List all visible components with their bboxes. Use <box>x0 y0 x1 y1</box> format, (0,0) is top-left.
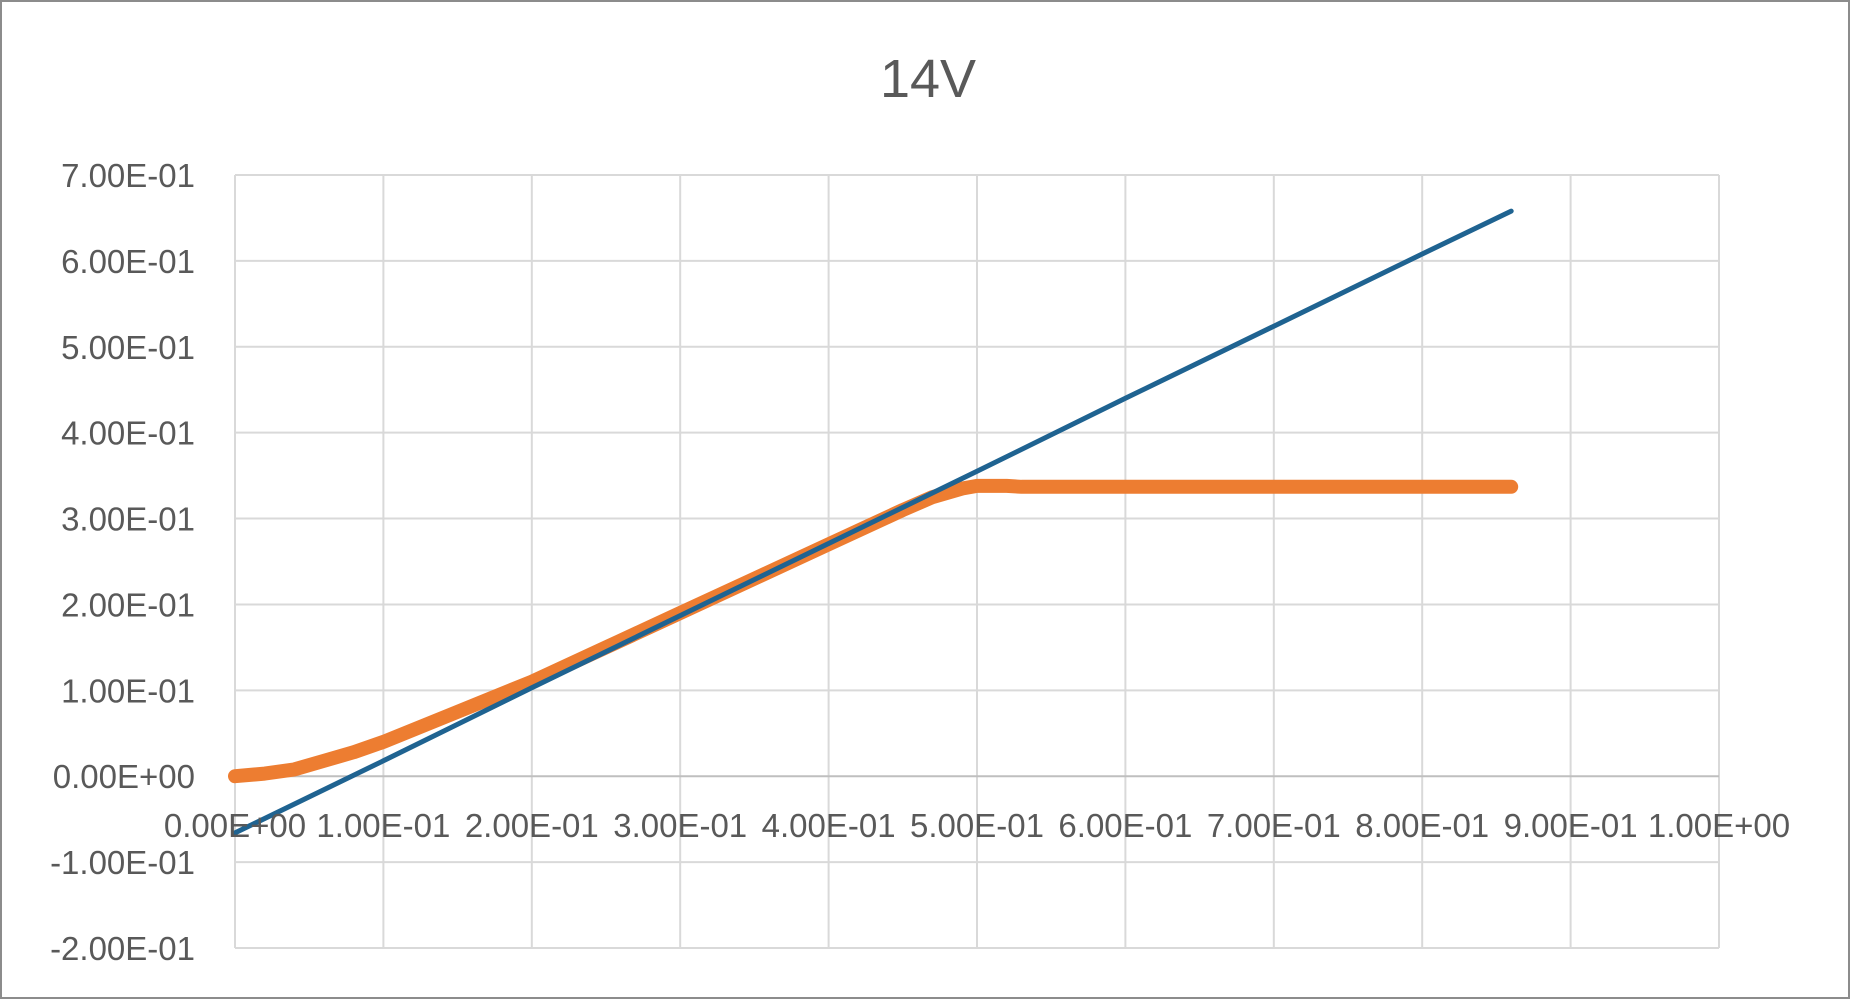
x-tick-label: 0.00E+00 <box>164 807 306 844</box>
series-line-2 <box>228 478 1519 784</box>
x-tick-label: 2.00E-01 <box>465 807 599 844</box>
chart-title: 14V <box>880 49 976 109</box>
y-tick-label: 6.00E-01 <box>61 243 195 280</box>
y-tick-labels: 7.00E-01 6.00E-01 5.00E-01 4.00E-01 3.00E-01… <box>50 157 195 967</box>
y-tick-label: 2.00E-01 <box>61 586 195 623</box>
y-tick-label: -2.00E-01 <box>50 930 195 967</box>
y-tick-label: 7.00E-01 <box>61 157 195 194</box>
series-line-1 <box>232 208 1514 836</box>
y-tick-label: -1.00E-01 <box>50 844 195 881</box>
y-tick-label: 3.00E-01 <box>61 501 195 538</box>
x-tick-label: 7.00E-01 <box>1207 807 1341 844</box>
x-tick-labels: 0.00E+00 1.00E-01 2.00E-01 3.00E-01 4.00E-01… <box>164 807 1790 844</box>
x-tick-label: 1.00E+00 <box>1648 807 1790 844</box>
y-tick-label: 0.00E+00 <box>53 758 195 795</box>
x-tick-label: 6.00E-01 <box>1058 807 1192 844</box>
y-tick-label: 5.00E-01 <box>61 329 195 366</box>
x-tick-label: 1.00E-01 <box>316 807 450 844</box>
y-tick-label: 4.00E-01 <box>61 415 195 452</box>
x-tick-label: 3.00E-01 <box>613 807 747 844</box>
x-tick-label: 4.00E-01 <box>762 807 896 844</box>
series-layer <box>228 208 1519 836</box>
x-tick-label: 9.00E-01 <box>1504 807 1638 844</box>
x-tick-label: 8.00E-01 <box>1355 807 1489 844</box>
x-tick-label: 5.00E-01 <box>910 807 1044 844</box>
y-tick-label: 1.00E-01 <box>61 672 195 709</box>
x-gridlines <box>234 175 1720 948</box>
